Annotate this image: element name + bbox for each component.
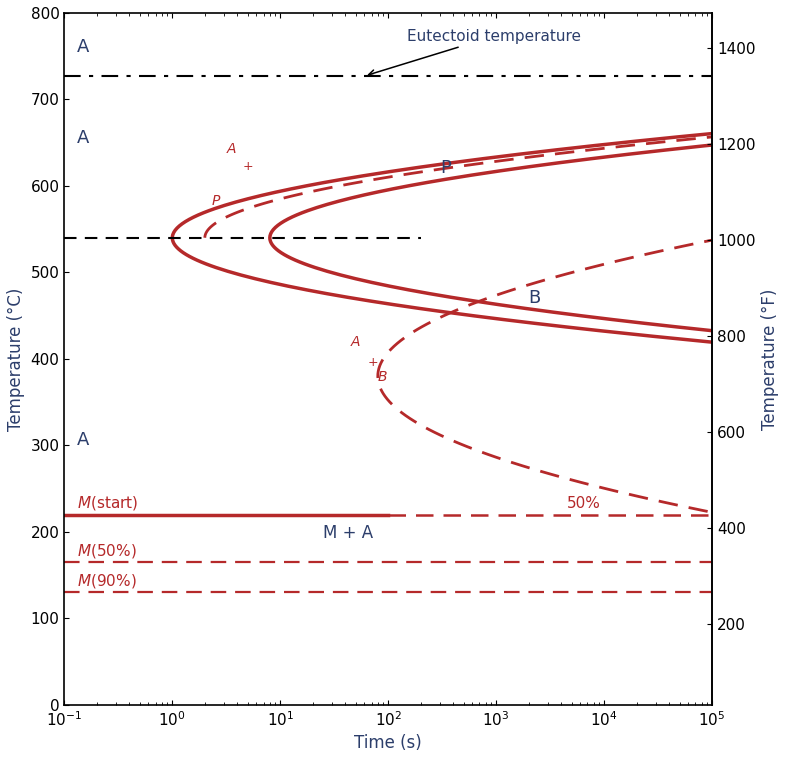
Text: A: A: [351, 335, 360, 349]
Text: +: +: [368, 356, 379, 369]
Y-axis label: Temperature (°C): Temperature (°C): [7, 287, 25, 430]
Text: A: A: [77, 38, 89, 56]
X-axis label: Time (s): Time (s): [354, 734, 422, 752]
Text: P: P: [211, 194, 220, 208]
Text: P: P: [439, 159, 450, 177]
Text: B: B: [529, 288, 541, 307]
Text: $M$(start): $M$(start): [77, 494, 138, 512]
Text: $M$(50%): $M$(50%): [77, 542, 136, 560]
Text: A: A: [227, 142, 237, 156]
Text: Eutectoid temperature: Eutectoid temperature: [369, 29, 582, 76]
Text: +: +: [243, 160, 253, 173]
Text: $M$(90%): $M$(90%): [77, 572, 136, 590]
Text: A: A: [77, 129, 89, 146]
Text: A: A: [77, 431, 89, 449]
Text: 50%: 50%: [567, 496, 601, 511]
Text: B: B: [378, 370, 387, 383]
Y-axis label: Temperature (°F): Temperature (°F): [761, 288, 779, 430]
Text: M + A: M + A: [323, 524, 373, 542]
